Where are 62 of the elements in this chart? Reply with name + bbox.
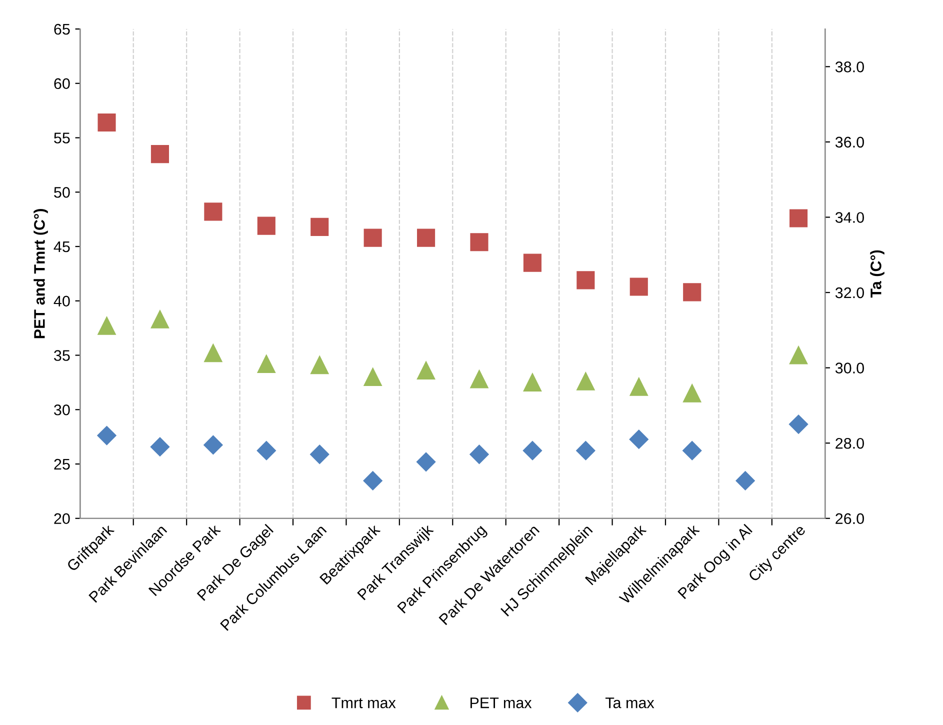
point <box>310 444 330 464</box>
y-tick-label: 55 <box>54 132 70 144</box>
point <box>256 441 276 460</box>
point <box>364 368 382 386</box>
y-tick-label: 40 <box>54 296 70 307</box>
point <box>98 113 116 132</box>
point <box>417 361 436 380</box>
y2-tick-label: 34.0 <box>835 212 864 223</box>
y2-tick-label: 30.0 <box>835 362 864 374</box>
y-tick-label: 50 <box>54 186 70 198</box>
y2-tick-label: 38.0 <box>835 62 864 72</box>
y2-tick-label: 28.0 <box>836 438 864 449</box>
point <box>576 271 595 290</box>
point <box>789 209 808 228</box>
y-tick-label: 25 <box>54 458 70 470</box>
point <box>310 218 329 236</box>
y2-tick-label: 26.0 <box>836 513 864 524</box>
legend-label: PET max <box>470 698 532 708</box>
point <box>150 310 169 328</box>
y2-axis-title: Ta (C°) <box>870 250 884 298</box>
y2-tick-label: 36.0 <box>835 136 864 148</box>
point <box>257 354 276 373</box>
point <box>576 372 595 390</box>
point <box>310 356 329 374</box>
y-tick-label: 65 <box>54 24 70 35</box>
point <box>470 370 488 388</box>
point <box>736 471 755 490</box>
point <box>470 233 488 252</box>
point <box>523 373 542 392</box>
point <box>204 202 222 221</box>
y-tick-label: 35 <box>54 350 70 361</box>
y2-tick-label: 32.0 <box>835 287 864 298</box>
point <box>788 414 808 434</box>
point <box>629 430 648 449</box>
y-tick-label: 20 <box>54 513 70 524</box>
point <box>204 435 223 455</box>
point <box>576 441 596 460</box>
point <box>630 278 648 296</box>
point <box>204 344 222 362</box>
point <box>97 426 116 446</box>
point <box>682 441 702 460</box>
point <box>417 228 436 247</box>
point <box>98 316 116 335</box>
legend-label: Tmrt max <box>332 698 396 708</box>
y-tick-label: 60 <box>54 78 70 90</box>
point <box>470 444 489 464</box>
point <box>150 437 170 456</box>
point <box>364 228 382 247</box>
point <box>683 283 702 302</box>
point <box>416 452 436 472</box>
point <box>523 254 542 272</box>
point <box>683 384 702 402</box>
point <box>522 441 542 460</box>
y-tick-label: 30 <box>54 404 70 416</box>
point <box>150 145 169 164</box>
y-tick-label: 45 <box>54 242 70 252</box>
point <box>257 216 276 235</box>
legend-label: Ta max <box>605 698 654 708</box>
point <box>630 378 648 396</box>
point <box>789 346 808 364</box>
y-axis-title: PET and Tmrt (C°) <box>34 209 48 338</box>
point <box>363 471 382 490</box>
